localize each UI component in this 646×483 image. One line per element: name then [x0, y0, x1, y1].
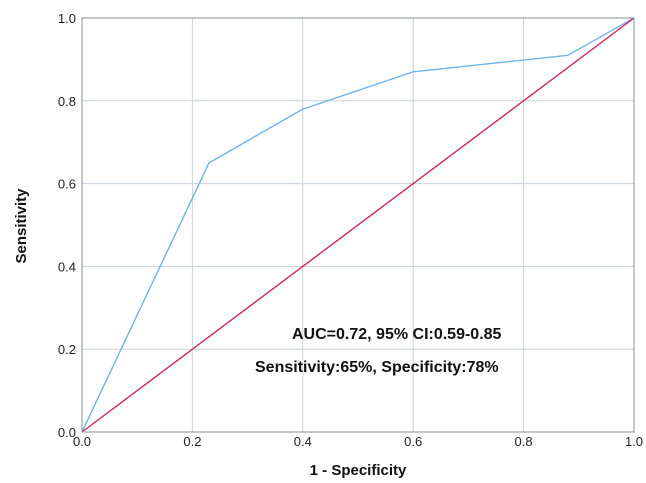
y-axis-label: Sensitivity: [13, 188, 30, 264]
auc-annotation: AUC=0.72, 95% CI:0.59-0.85: [292, 326, 502, 343]
tick-labels: 0.0 0.2 0.4 0.6 0.8 1.0 0.0 0.2 0.4 0.6 0.8 1.0: [58, 11, 643, 449]
x-tick-label: 0.0: [73, 434, 91, 449]
y-tick-label: 0.6: [58, 177, 76, 192]
x-tick-label: 0.4: [294, 434, 312, 449]
grid-lines: [81, 17, 635, 433]
sens-spec-annotation: Sensitivity:65%, Specificity:78%: [255, 359, 499, 376]
x-tick-label: 0.8: [515, 434, 533, 449]
series-layer: [81, 17, 635, 433]
x-tick-label: 1.0: [625, 434, 643, 449]
x-axis-label: 1 - Specificity: [310, 462, 407, 479]
y-tick-label: 0.2: [58, 342, 76, 357]
y-tick-label: 0.4: [58, 259, 76, 274]
x-tick-label: 0.6: [404, 434, 422, 449]
y-tick-label: 0.0: [58, 425, 76, 440]
reference-line: [81, 17, 635, 433]
y-tick-label: 1.0: [58, 11, 76, 26]
x-tick-label: 0.2: [183, 434, 201, 449]
y-tick-label: 0.8: [58, 94, 76, 109]
plot-frame: [81, 17, 635, 433]
roc-curve: [81, 17, 635, 433]
